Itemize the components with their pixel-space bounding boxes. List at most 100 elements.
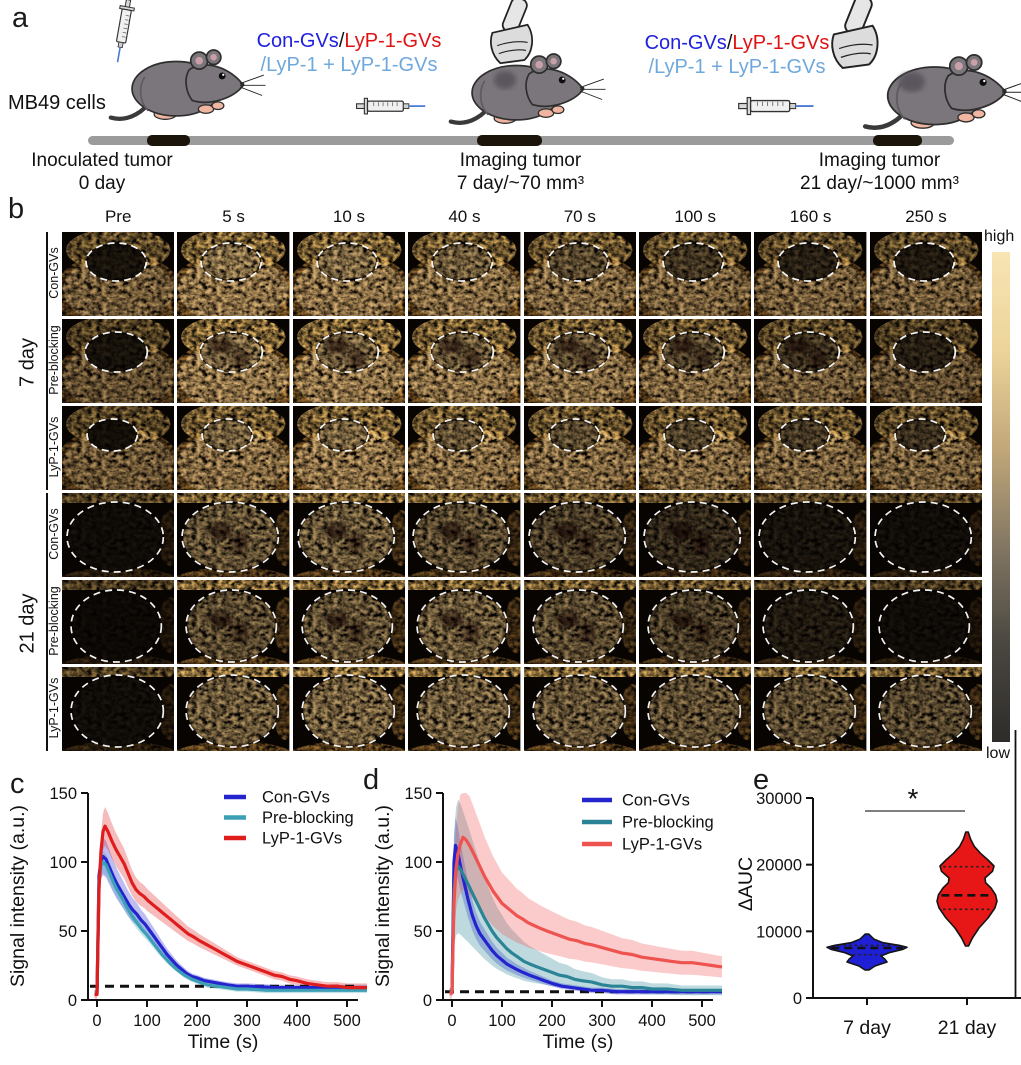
timeline-mark-7day: Imaging tumor 7 day/~70 mm³ — [428, 149, 613, 195]
ultrasound-frame — [177, 232, 290, 316]
timeline-segment-21day — [873, 135, 922, 146]
time-label: 5 s — [222, 207, 245, 226]
legend-item-label: Pre-blocking — [262, 809, 354, 827]
violin-7 day — [826, 933, 908, 971]
ultrasound-frame — [408, 580, 521, 664]
error-band — [94, 851, 367, 996]
y-tick-label: 50 — [414, 923, 432, 941]
ultrasound-frame — [639, 232, 752, 316]
timeline-title: Imaging tumor — [818, 150, 941, 171]
panel-a-scene — [0, 0, 1021, 196]
ultrasound-frame — [177, 493, 290, 577]
injection-groups-text-2: Con-GVs/LyP-1-GVs /LyP-1 + LyP-1-GVs — [628, 32, 846, 79]
ultrasound-frame — [408, 232, 521, 316]
injection-line-1: Con-GVs/LyP-1-GVs — [240, 30, 458, 54]
colorbar-high-label: high — [984, 228, 1015, 245]
y-tick-label: 10000 — [756, 923, 802, 941]
x-tick-label: 500 — [688, 1012, 716, 1030]
legend-item-label: Con-GVs — [262, 789, 330, 807]
timeline-segment-7day — [477, 135, 542, 146]
y-tick-label: 20000 — [756, 857, 802, 875]
y-tick-label: 0 — [423, 992, 432, 1010]
y-tick-label: 0 — [793, 990, 802, 1008]
error-band — [449, 793, 722, 999]
x-tick-label: 400 — [283, 1012, 311, 1030]
lyp1-gvs-label: LyP-1-GVs — [732, 32, 830, 54]
violin-21 day — [936, 831, 998, 947]
timeline-subtitle: 0 day — [78, 173, 126, 195]
y-tick-label: 0 — [68, 992, 77, 1010]
panel-d-label: d — [363, 764, 380, 796]
x-axis-title: Time (s) — [543, 1031, 614, 1053]
ultrasound-frame — [869, 232, 983, 316]
ultrasound-frame — [177, 319, 290, 403]
ultrasound-frame — [523, 493, 636, 577]
time-label: 40 s — [448, 207, 481, 226]
ultrasound-frame — [292, 232, 406, 316]
injection-line-2: /LyP-1 + LyP-1-GVs — [648, 55, 826, 78]
ultrasound-frame — [292, 493, 406, 577]
ultrasound-frame — [754, 406, 867, 490]
ultrasound-frame — [292, 319, 406, 403]
ultrasound-frame — [639, 667, 752, 751]
ultrasound-frame — [62, 406, 175, 490]
injection-line-2: /LyP-1 + LyP-1-GVs — [260, 53, 438, 76]
ultrasound-frame — [408, 667, 521, 751]
series-line-Con-GVs — [94, 854, 367, 995]
ultrasound-frame — [177, 406, 290, 490]
ultrasound-frame — [754, 493, 867, 577]
series-line-LyP-1-GVs — [449, 835, 723, 995]
ultrasound-frame — [62, 319, 175, 403]
group-bracket — [46, 232, 48, 490]
series-line-Con-GVs — [449, 843, 722, 994]
ultrasound-frame — [62, 580, 175, 664]
time-label: 250 s — [905, 207, 947, 226]
legend-item-label: LyP-1-GVs — [622, 836, 702, 854]
y-tick-label: 150 — [49, 785, 77, 803]
time-label: 70 s — [563, 207, 596, 226]
ultrasound-frame — [639, 580, 752, 664]
slash: / — [726, 32, 733, 54]
colorbar-low-label: low — [986, 745, 1011, 762]
panel-b-label: b — [8, 193, 25, 225]
x-tick-label: 200 — [183, 1012, 211, 1030]
x-axis-title: Time (s) — [188, 1031, 259, 1053]
x-tick-label: 200 — [538, 1012, 566, 1030]
y-axis-title: Signal intensity (a.u.) — [7, 805, 29, 987]
mb49-cells-label: MB49 cells — [8, 92, 106, 114]
ultrasound-frame — [639, 406, 752, 490]
panel-a-label: a — [12, 2, 29, 34]
ultrasound-frame — [869, 667, 983, 751]
significance-asterisk: * — [908, 783, 919, 814]
con-gvs-label: Con-GVs — [644, 32, 727, 54]
category-label: 21 day — [938, 1017, 997, 1039]
category-label: 7 day — [843, 1017, 891, 1039]
ultrasound-frame — [177, 580, 290, 664]
timeline-title: Inoculated tumor — [31, 150, 173, 171]
x-tick-label: 100 — [133, 1012, 161, 1030]
ultrasound-frame — [523, 319, 636, 403]
x-tick-label: 300 — [588, 1012, 616, 1030]
series-line-LyP-1-GVs — [94, 824, 367, 997]
slash: / — [338, 30, 345, 52]
ultrasound-frame — [754, 319, 867, 403]
lyp1-gvs-label: LyP-1-GVs — [344, 30, 442, 52]
legend-item-label: Con-GVs — [622, 792, 690, 810]
panel-e-label: e — [753, 764, 770, 796]
legend-item-label: Pre-blocking — [622, 814, 714, 832]
ultrasound-frame — [408, 319, 521, 403]
x-tick-label: 300 — [233, 1012, 261, 1030]
ultrasound-frame — [869, 493, 983, 577]
ultrasound-frame — [62, 493, 175, 577]
ultrasound-frame — [754, 667, 867, 751]
ultrasound-frame — [523, 580, 636, 664]
time-label: 10 s — [332, 207, 366, 226]
tumor-spot-day21 — [899, 72, 925, 92]
ultrasound-frame — [62, 667, 175, 751]
timeline-mark-21day: Imaging tumor 21 day/~1000 mm³ — [772, 149, 987, 195]
x-tick-label: 400 — [638, 1012, 666, 1030]
series-line-Pre-blocking — [94, 860, 367, 995]
ultrasound-frame — [639, 493, 752, 577]
x-tick-label: 500 — [333, 1012, 361, 1030]
